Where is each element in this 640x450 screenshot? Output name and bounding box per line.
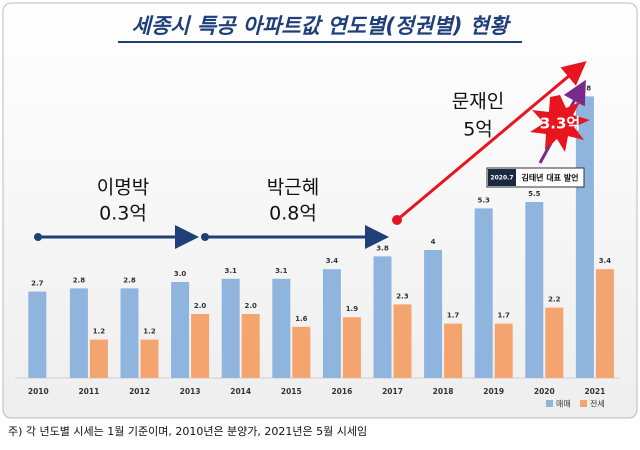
legend-swatch	[546, 400, 553, 407]
burst	[530, 95, 590, 152]
value-label: 1.6	[295, 315, 308, 323]
bar	[444, 323, 463, 378]
annotation: 0.8억	[269, 203, 317, 225]
footnote: 주) 각 년도별 시세는 1월 기준이며, 2010년은 분양가, 2021년은…	[8, 425, 367, 438]
bar	[474, 208, 493, 378]
annotation: 3.3억	[540, 115, 580, 133]
x-tick-label: 2020	[534, 387, 555, 396]
bar	[575, 96, 594, 379]
x-tick-label: 2010	[28, 387, 49, 396]
value-label: 1.7	[447, 312, 460, 320]
x-tick-label: 2021	[584, 387, 605, 396]
annotation: 문재인	[452, 91, 504, 113]
annotation: 2020.7	[490, 175, 513, 182]
bar	[393, 304, 412, 378]
value-label: 3.1	[275, 267, 288, 275]
bar	[595, 269, 614, 378]
bar	[545, 307, 564, 378]
bar	[89, 339, 108, 378]
annotation: 0.3억	[99, 203, 147, 225]
value-label: 2.8	[73, 276, 86, 284]
x-tick-label: 2018	[433, 387, 454, 396]
value-label: 3.8	[376, 244, 389, 252]
annotation: 김태년 대표 발언	[521, 173, 578, 183]
value-label: 5.5	[528, 190, 541, 198]
annotation: 이명박	[97, 177, 149, 199]
chart-title: 세종시 특공 아파트값 연도별(정권별) 현황	[132, 14, 512, 38]
legend-label: 전세	[590, 399, 605, 409]
value-label: 4	[431, 238, 436, 246]
value-label: 2.7	[31, 280, 44, 288]
value-label: 1.2	[143, 328, 156, 336]
x-tick-label: 2013	[180, 387, 201, 396]
arrow-dot	[34, 233, 42, 241]
arrow-dot	[392, 215, 402, 225]
value-label: 2.8	[123, 276, 136, 284]
bar	[494, 323, 513, 378]
bar	[28, 291, 47, 378]
bar	[342, 317, 361, 378]
bar	[171, 282, 190, 378]
x-tick-label: 2012	[129, 387, 150, 396]
x-tick-label: 2019	[483, 387, 504, 396]
note-date-box	[488, 169, 516, 186]
bar	[140, 339, 159, 378]
bar	[525, 202, 544, 378]
x-tick-label: 2011	[78, 387, 99, 396]
arrow-dot	[201, 233, 209, 241]
value-label: 3.0	[174, 270, 187, 278]
bar	[69, 288, 88, 378]
annotation: 5억	[463, 119, 493, 141]
x-tick-label: 2015	[281, 387, 302, 396]
value-label: 1.2	[93, 328, 106, 336]
bar	[241, 314, 260, 378]
legend-label: 매매	[556, 400, 571, 409]
bar	[221, 278, 240, 378]
bar	[292, 326, 311, 378]
legend-swatch	[580, 400, 587, 407]
value-label: 3.4	[326, 257, 339, 265]
value-label: 3.1	[224, 267, 237, 275]
bar	[322, 269, 341, 378]
value-label: 3.4	[599, 257, 612, 265]
value-label: 1.7	[497, 312, 510, 320]
annotation: 박근혜	[267, 177, 319, 199]
x-tick-label: 2016	[331, 387, 352, 396]
bar	[373, 256, 392, 378]
bar	[120, 288, 139, 378]
bar	[191, 314, 210, 378]
value-label: 2.2	[548, 296, 561, 304]
bar	[424, 250, 443, 378]
arrow	[396, 61, 587, 222]
x-tick-label: 2014	[230, 387, 251, 396]
value-label: 1.9	[346, 305, 359, 313]
value-label: 2.0	[244, 302, 257, 310]
x-tick-label: 2017	[382, 387, 403, 396]
value-label: 2.0	[194, 302, 207, 310]
value-label: 2.3	[396, 292, 409, 300]
bar	[272, 278, 291, 378]
value-label: 5.3	[477, 196, 490, 204]
